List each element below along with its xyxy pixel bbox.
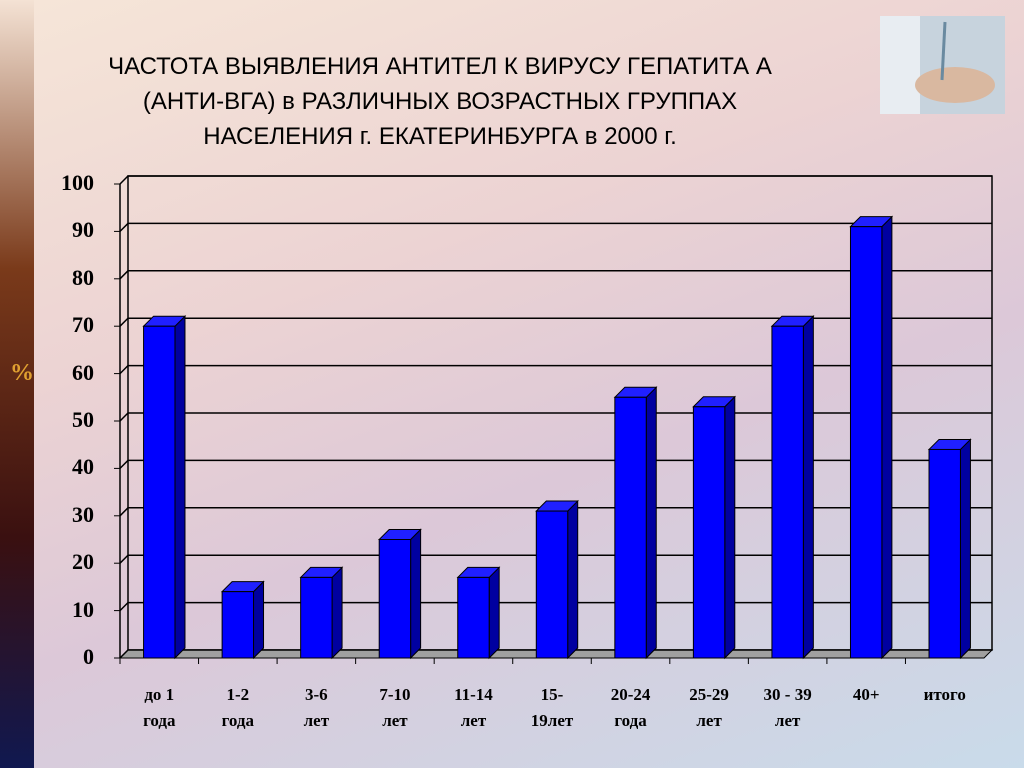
y-tick-label: 80 bbox=[72, 264, 94, 290]
x-tick-label: 1-2 года bbox=[221, 685, 255, 730]
x-tick-label: до 1 года bbox=[143, 685, 176, 730]
bar-side bbox=[174, 314, 186, 660]
bar-side bbox=[410, 528, 422, 660]
bar bbox=[221, 591, 255, 659]
y-tick-label: 30 bbox=[72, 501, 94, 527]
grid-line bbox=[119, 364, 992, 375]
x-tick-label: 15- 19лет bbox=[530, 685, 574, 730]
bar bbox=[849, 226, 883, 659]
bar-side bbox=[567, 499, 579, 660]
x-tick-label: 40+ bbox=[852, 685, 880, 704]
x-tick-label: 25-29 лет bbox=[689, 685, 729, 730]
bar bbox=[143, 325, 176, 659]
grid-line bbox=[119, 270, 992, 280]
bar bbox=[692, 406, 726, 659]
y-tick-label: 100 bbox=[61, 170, 94, 195]
bar-side bbox=[253, 580, 265, 660]
bar bbox=[457, 576, 490, 659]
y-tick-label: 60 bbox=[72, 359, 94, 385]
x-tick-label: 20-24 года bbox=[610, 685, 651, 730]
x-tick-label: итого bbox=[923, 685, 966, 704]
y-tick-label: 10 bbox=[72, 596, 94, 622]
bar-side bbox=[881, 215, 893, 660]
x-tick-label: 3-6 лет bbox=[303, 685, 330, 730]
bar bbox=[614, 396, 647, 659]
grid-line bbox=[119, 317, 992, 327]
grid-line bbox=[119, 175, 992, 185]
bar bbox=[300, 576, 333, 659]
y-tick-label: 50 bbox=[72, 407, 94, 432]
y-axis-label: % bbox=[10, 360, 34, 386]
chart-title: ЧАСТОТА ВЫЯВЛЕНИЯ АНТИТЕЛ К ВИРУСУ ГЕПАТ… bbox=[108, 53, 772, 150]
grid-line bbox=[119, 222, 992, 232]
x-tick-label: 7-10 лет bbox=[379, 685, 411, 730]
photo bbox=[880, 16, 1005, 114]
bar-side bbox=[959, 438, 971, 660]
x-tick-label: 11-14 лет bbox=[454, 685, 493, 730]
bar-side bbox=[724, 395, 736, 660]
x-tick-label: 30 - 39 лет bbox=[763, 685, 812, 730]
y-tick-label: 70 bbox=[72, 312, 94, 338]
bar bbox=[535, 510, 569, 659]
bar bbox=[771, 325, 804, 659]
y-tick-label: 0 bbox=[83, 644, 94, 669]
y-tick-label: 20 bbox=[72, 549, 94, 575]
bar-side bbox=[645, 386, 657, 660]
y-tick-label: 40 bbox=[72, 454, 94, 480]
bar-side bbox=[802, 314, 814, 660]
bar-side bbox=[488, 566, 500, 660]
side-strip bbox=[0, 0, 34, 768]
y-tick-label: 90 bbox=[72, 217, 94, 243]
bar bbox=[378, 539, 412, 659]
bar bbox=[928, 448, 961, 659]
bar-side bbox=[331, 566, 343, 660]
